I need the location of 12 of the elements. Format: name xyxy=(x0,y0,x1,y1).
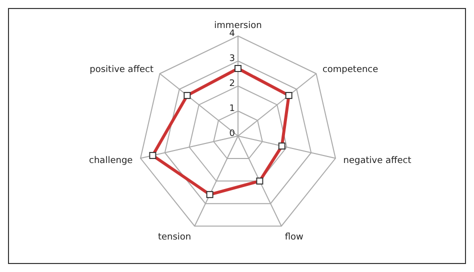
spoke-label: immersion xyxy=(214,21,262,31)
spoke-label: flow xyxy=(284,232,304,243)
y-tick-label: 1 xyxy=(229,104,235,114)
spoke-label: negative affect xyxy=(343,156,412,166)
spoke-label: tension xyxy=(158,232,192,243)
spoke-label: challenge xyxy=(89,156,134,166)
y-tick-label: 0 xyxy=(229,129,236,139)
y-tick-label: 3 xyxy=(229,54,235,64)
spoke-label: competence xyxy=(322,64,379,75)
spoke-label: positive affect xyxy=(90,64,154,75)
y-tick-label: 2 xyxy=(229,79,235,89)
y-tick-label: 4 xyxy=(229,29,236,39)
